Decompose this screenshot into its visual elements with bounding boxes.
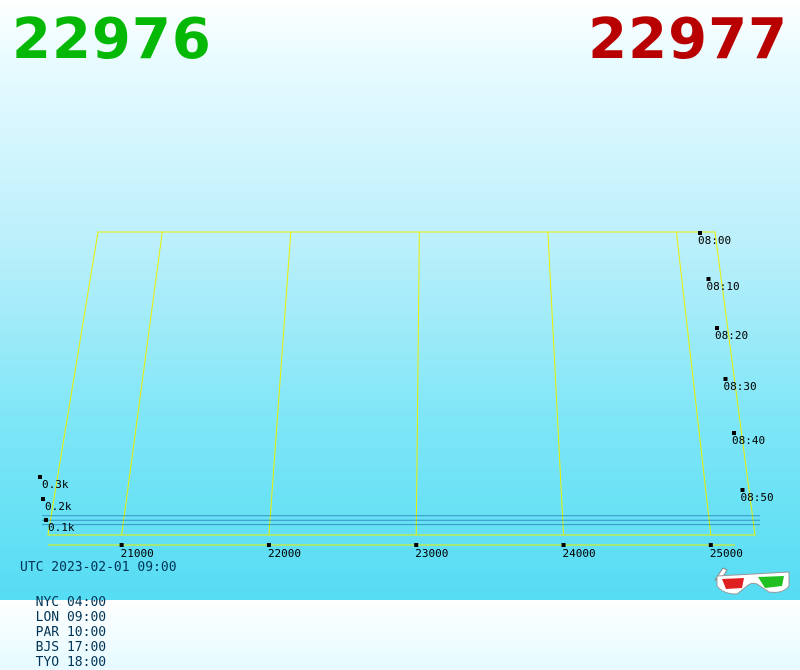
price-tick-label-24000: 24000 xyxy=(563,547,596,560)
price-tick-label-25000: 25000 xyxy=(710,547,743,560)
time-tick-mark-3 xyxy=(723,377,728,381)
price-tick-label-22000: 22000 xyxy=(268,547,301,560)
3d-glasses-icon[interactable] xyxy=(713,560,793,596)
volume-tick-label-2: 0.3k xyxy=(42,478,69,491)
time-tick-mark-0 xyxy=(698,231,702,235)
time-tick-label-3: 08:30 xyxy=(724,380,757,393)
price-tick-label-21000: 21000 xyxy=(121,547,154,560)
ask-price: 22977 xyxy=(588,7,788,72)
bid-price: 22976 xyxy=(12,7,212,72)
world-clocks: NYC 04:00 LON 09:00 PAR 10:00 BJS 17:00 … xyxy=(20,580,130,670)
price-tick-label-23000: 23000 xyxy=(415,547,448,560)
clock-bjs: BJS 17:00 xyxy=(35,640,107,655)
time-tick-mark-5 xyxy=(740,488,745,492)
volume-tick-label-1: 0.2k xyxy=(45,500,72,513)
grid-line-price-25000 xyxy=(675,231,712,536)
time-tick-label-5: 08:50 xyxy=(741,491,774,504)
time-tick-label-0: 08:00 xyxy=(698,234,731,247)
grid-line-price-24000 xyxy=(547,231,565,536)
depth-chart-3d: 21000 22000 23000 24000 25000 0.1k 0.2k 0.3k 08:… xyxy=(0,0,774,560)
grid-line-price-23000 xyxy=(415,231,420,536)
price-tick-mark-23000 xyxy=(414,543,419,547)
clock-lon: LON 09:00 xyxy=(35,610,107,625)
price-tick-mark-24000 xyxy=(561,543,566,547)
utc-time: UTC 2023-02-01 09:00 xyxy=(20,560,177,575)
grid-line-price-21000 xyxy=(121,231,163,536)
volume-tick-mark-0 xyxy=(44,518,48,522)
volume-tick-mark-2 xyxy=(38,475,42,479)
price-tick-mark-22000 xyxy=(266,543,271,547)
clock-par: PAR 10:00 xyxy=(35,625,107,640)
time-tick-label-2: 08:20 xyxy=(715,329,748,342)
volume-tick-label-0: 0.1k xyxy=(48,521,75,534)
clock-tyo: TYO 18:00 xyxy=(35,655,107,670)
clock-nyc: NYC 04:00 xyxy=(35,595,107,610)
time-tick-mark-2 xyxy=(715,326,719,330)
price-tick-mark-25000 xyxy=(708,543,713,547)
grid-line-price-22000 xyxy=(268,231,292,536)
time-tick-label-4: 08:40 xyxy=(732,434,765,447)
volume-tick-mark-1 xyxy=(41,497,45,501)
time-tick-mark-1 xyxy=(706,277,711,281)
grid-floor-outline xyxy=(47,231,756,536)
time-tick-label-1: 08:10 xyxy=(707,280,740,293)
price-tick-mark-21000 xyxy=(119,543,124,547)
time-tick-mark-4 xyxy=(732,431,736,435)
